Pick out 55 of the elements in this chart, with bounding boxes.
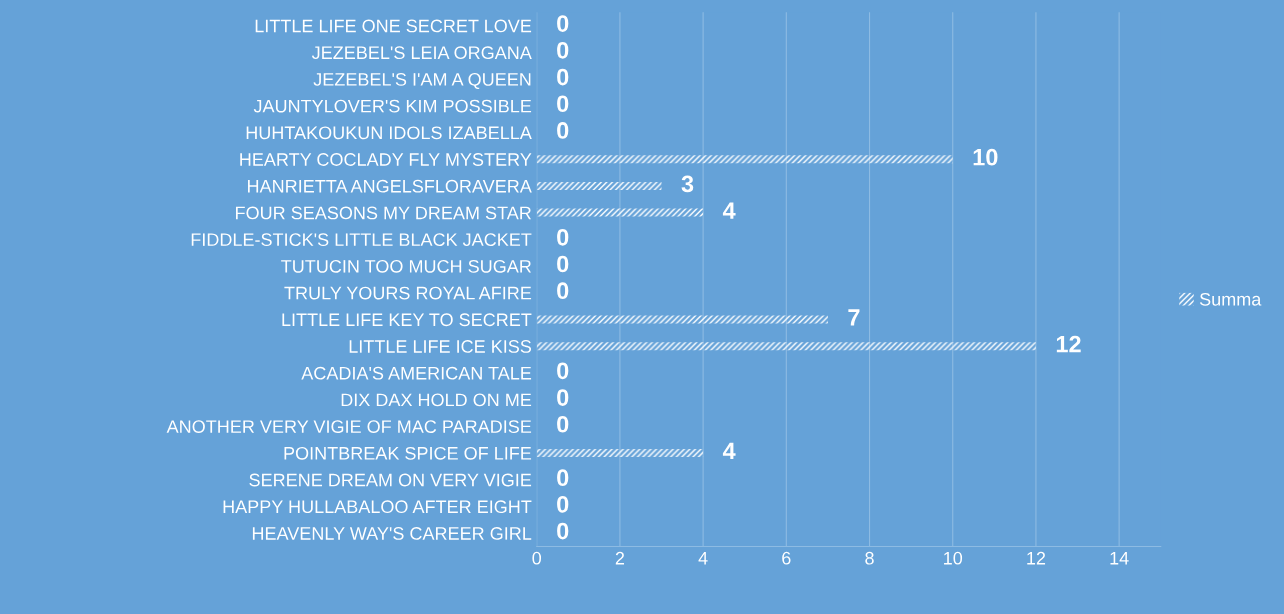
data-label: 0 (557, 282, 569, 300)
data-label: 0 (557, 522, 569, 540)
bar (536, 315, 828, 324)
bar (536, 208, 704, 217)
data-label: 0 (557, 496, 569, 513)
data-label: 0 (557, 469, 569, 487)
y-tick-label: POINTBREAK SPICE OF LIFE (284, 446, 532, 460)
bar (536, 448, 704, 457)
y-tick-label: LITTLE LIFE ICE KISS (349, 340, 532, 353)
data-label: 0 (557, 68, 569, 86)
y-tick-label: HEARTY COCLADY FLY MYSTERY (240, 153, 532, 166)
data-label: 0 (557, 15, 569, 32)
data-label: 0 (557, 228, 569, 246)
data-label: 7 (848, 309, 860, 326)
y-tick-label: FIDDLE-STICK'S LITTLE BLACK JACKET (191, 233, 532, 247)
data-label: 0 (557, 41, 569, 59)
y-tick-label: TRULY YOURS ROYAL AFIRE (284, 286, 532, 300)
y-tick-label: JEZEBEL'S LEIA ORGANA (311, 46, 532, 60)
data-label: 0 (557, 389, 569, 406)
x-tick-label: 4 (698, 551, 708, 565)
y-tick-label: SERENE DREAM ON VERY VIGIE (249, 473, 532, 487)
x-tick-label: 2 (615, 551, 625, 565)
x-tick-label: 10 (944, 551, 963, 565)
x-tick-label: 0 (532, 551, 542, 565)
bar (536, 342, 1036, 351)
y-tick-label: HAPPY HULLABALOO AFTER EIGHT (223, 500, 532, 514)
data-label: 3 (681, 175, 694, 193)
x-tick-label: 14 (1110, 551, 1129, 565)
data-label: 10 (973, 148, 998, 166)
data-label: 0 (557, 95, 569, 113)
x-tick-label: 6 (782, 551, 791, 565)
x-tick-label: 8 (865, 551, 874, 565)
data-label: 4 (722, 202, 736, 219)
y-tick-label: LITTLE LIFE ONE SECRET LOVE (255, 19, 532, 33)
y-tick-label: DIX DAX HOLD ON ME (341, 393, 532, 407)
y-tick-label: JAUNTYLOVER'S KIM POSSIBLE (253, 99, 532, 113)
data-label: 0 (557, 122, 569, 139)
y-tick-label: LITTLE LIFE KEY TO SECRET (282, 313, 532, 327)
data-label: 0 (557, 362, 569, 380)
bar (536, 155, 953, 164)
bar (536, 181, 662, 190)
y-tick-label: HEAVENLY WAY'S CAREER GIRL (252, 527, 532, 540)
data-label: 0 (557, 255, 569, 273)
y-tick-label: HANRIETTA ANGELSFLORAVERA (248, 179, 532, 193)
y-tick-label: ANOTHER VERY VIGIE OF MAC PARADISE (166, 420, 532, 433)
legend-label: Summa (1199, 292, 1262, 306)
x-tick-label: 12 (1027, 551, 1046, 565)
y-tick-label: FOUR SEASONS MY DREAM STAR (236, 206, 532, 220)
data-label: 12 (1056, 335, 1081, 353)
data-label: 4 (722, 442, 736, 460)
y-tick-label: HUHTAKOUKUN IDOLS IZABELLA (246, 126, 532, 140)
y-tick-label: TUTUCIN TOO MUCH SUGAR (281, 259, 532, 273)
y-tick-label: ACADIA'S AMERICAN TALE (301, 366, 532, 380)
data-label: 0 (557, 415, 569, 433)
y-tick-label: JEZEBEL'S I'AM A QUEEN (313, 72, 531, 90)
